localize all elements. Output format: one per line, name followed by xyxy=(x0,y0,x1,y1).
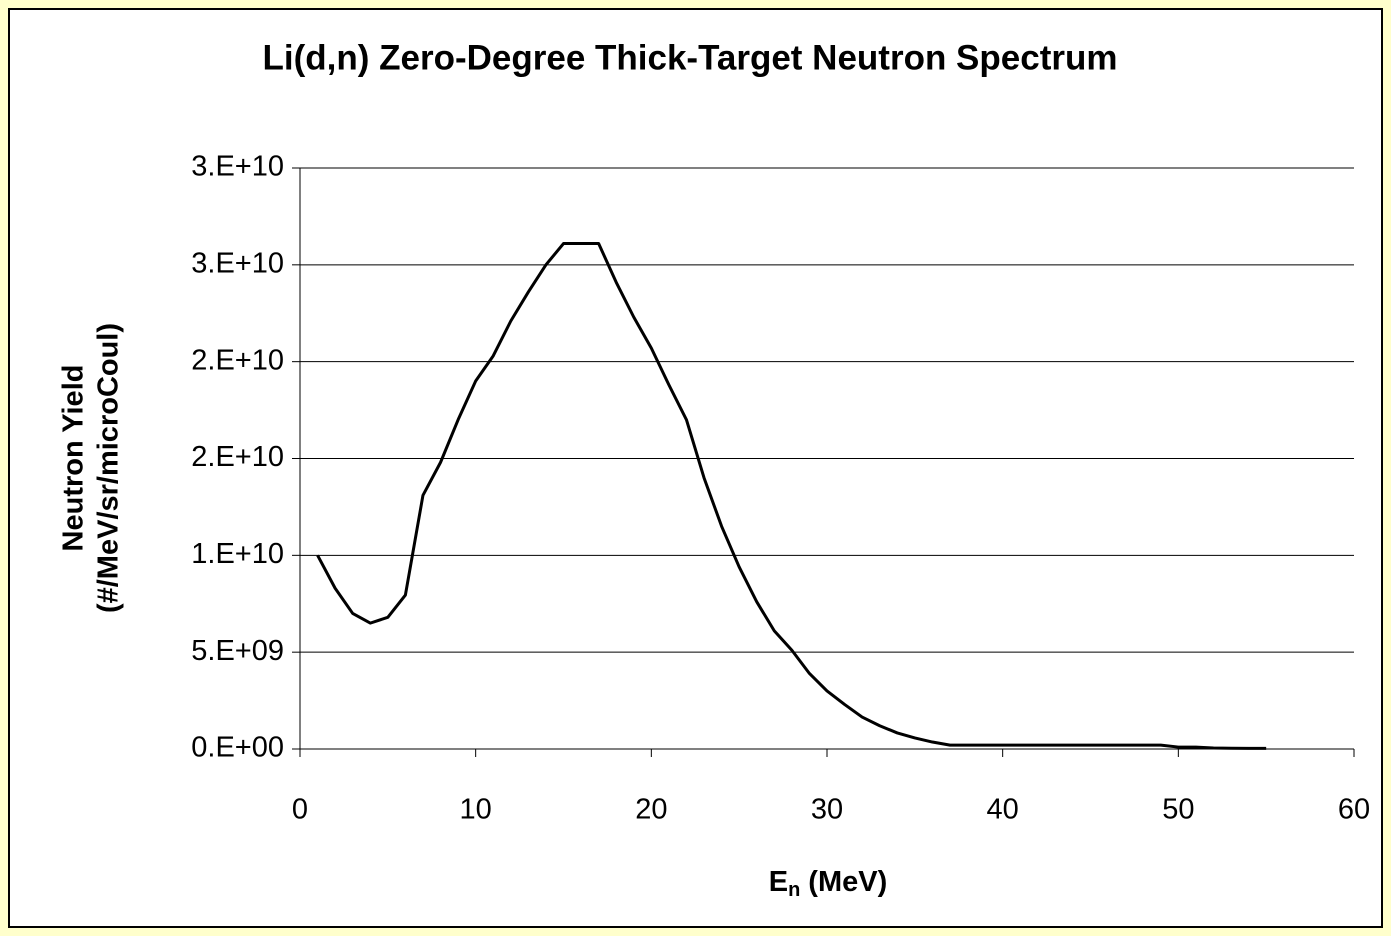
x-tick-label: 50 xyxy=(1162,794,1194,826)
chart-frame xyxy=(8,8,1383,928)
x-tick-label: 30 xyxy=(811,794,843,826)
x-tick-label: 40 xyxy=(987,794,1019,826)
chart-title: Li(d,n) Zero-Degree Thick-Target Neutron… xyxy=(263,38,1118,77)
y-axis-title: Neutron Yield xyxy=(58,365,90,552)
x-tick-label: 20 xyxy=(635,794,667,826)
x-tick-label: 10 xyxy=(460,794,492,826)
y-tick-label: 3.E+10 xyxy=(191,151,284,183)
x-axis-title-suffix: (MeV) xyxy=(808,866,887,898)
data-line xyxy=(316,242,1267,750)
x-axis-title-subscript: n xyxy=(788,879,800,901)
x-axis-title-main: E xyxy=(769,866,788,898)
y-tick-label: 2.E+10 xyxy=(191,344,284,376)
y-tick-label: 2.E+10 xyxy=(191,441,284,473)
y-tick-label: 5.E+09 xyxy=(191,635,284,667)
y-axis-title: (#/MeV/sr/microCoul) xyxy=(93,323,125,613)
y-tick-label: 0.E+00 xyxy=(191,732,284,764)
x-tick-label: 60 xyxy=(1338,794,1370,826)
x-axis-title: En (MeV) xyxy=(769,866,888,902)
y-tick-label: 3.E+10 xyxy=(191,247,284,279)
y-tick-label: 1.E+10 xyxy=(191,538,284,570)
x-tick-label: 0 xyxy=(292,794,308,826)
